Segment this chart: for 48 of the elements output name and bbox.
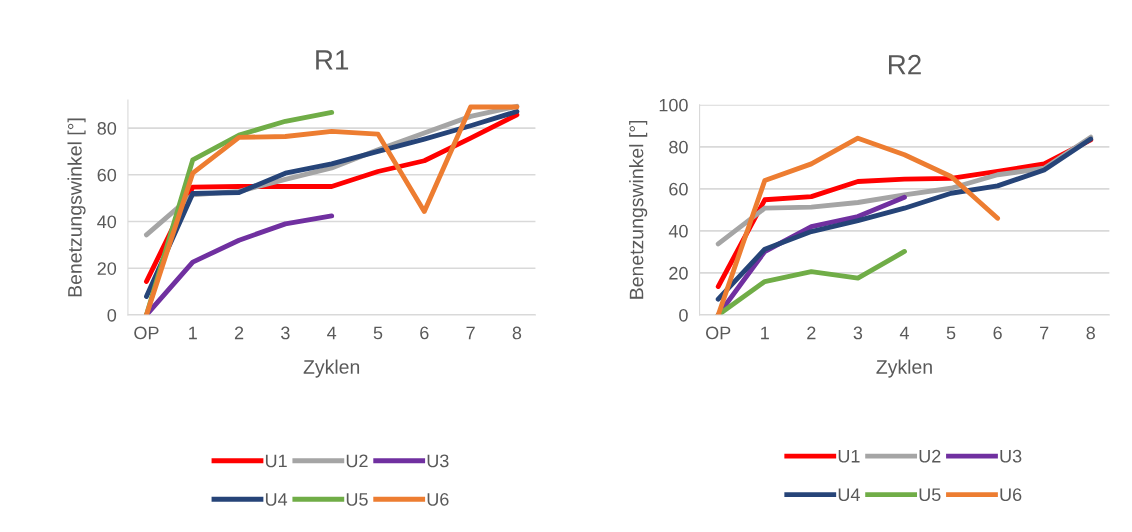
x-tick-label: 4: [327, 326, 337, 340]
x-axis-title: Zyklen: [876, 359, 932, 378]
legend-label: U3: [1000, 449, 1022, 463]
x-tick-label: 8: [512, 326, 522, 340]
y-tick-label: 100: [659, 98, 688, 112]
y-tick-label: 20: [97, 262, 117, 275]
y-tick-label: 60: [669, 182, 688, 196]
x-tick-label: 2: [807, 326, 816, 340]
y-axis-title: Benetzungswinkel [°]: [67, 118, 86, 297]
x-tick-label: 1: [189, 326, 197, 340]
x-tick-label: 3: [281, 326, 290, 340]
x-tick-label: 8: [1086, 326, 1095, 340]
x-tick-label: 6: [993, 326, 1002, 340]
y-tick-label: 40: [97, 215, 117, 229]
x-tick-label: 7: [1040, 326, 1049, 340]
line-series: [715, 135, 1001, 315]
x-axis-title: Zyklen: [303, 359, 360, 378]
x-tick-label: 6: [420, 326, 429, 340]
x-tick-label: 7: [466, 326, 475, 340]
x-tick-label: 5: [946, 326, 956, 340]
legend-label: U6: [427, 492, 449, 506]
y-tick-label: 40: [668, 224, 688, 238]
legend-label: U1: [838, 449, 860, 463]
legend-label: U6: [1000, 488, 1022, 502]
legend-label: U1: [265, 454, 287, 468]
x-tick-label: 5: [373, 326, 383, 340]
legend-label: U4: [838, 488, 860, 502]
y-axis-title: Benetzungswinkel [°]: [629, 120, 648, 299]
x-tick-label: OP: [134, 326, 159, 340]
x-tick-label: 3: [853, 326, 863, 340]
legend-label: U5: [346, 493, 368, 506]
legend-label: U4: [265, 493, 288, 506]
y-tick-label: 20: [669, 266, 688, 280]
x-tick-label: 4: [899, 326, 909, 340]
chart-title: R2: [888, 54, 921, 75]
legend-label: U5: [919, 488, 941, 502]
x-tick-label: 2: [234, 326, 244, 340]
y-tick-label: 0: [107, 308, 117, 322]
y-tick-label: 80: [97, 121, 117, 135]
x-tick-label: 1: [761, 326, 769, 340]
x-tick-label: OP: [706, 326, 731, 340]
y-tick-label: 0: [679, 308, 688, 322]
legend-label: U2: [346, 454, 368, 468]
y-tick-label: 80: [669, 140, 688, 154]
legend-label: U3: [427, 454, 449, 468]
chart-title: R1: [316, 50, 349, 70]
legend-label: U2: [919, 449, 941, 463]
y-tick-label: 60: [97, 168, 117, 182]
